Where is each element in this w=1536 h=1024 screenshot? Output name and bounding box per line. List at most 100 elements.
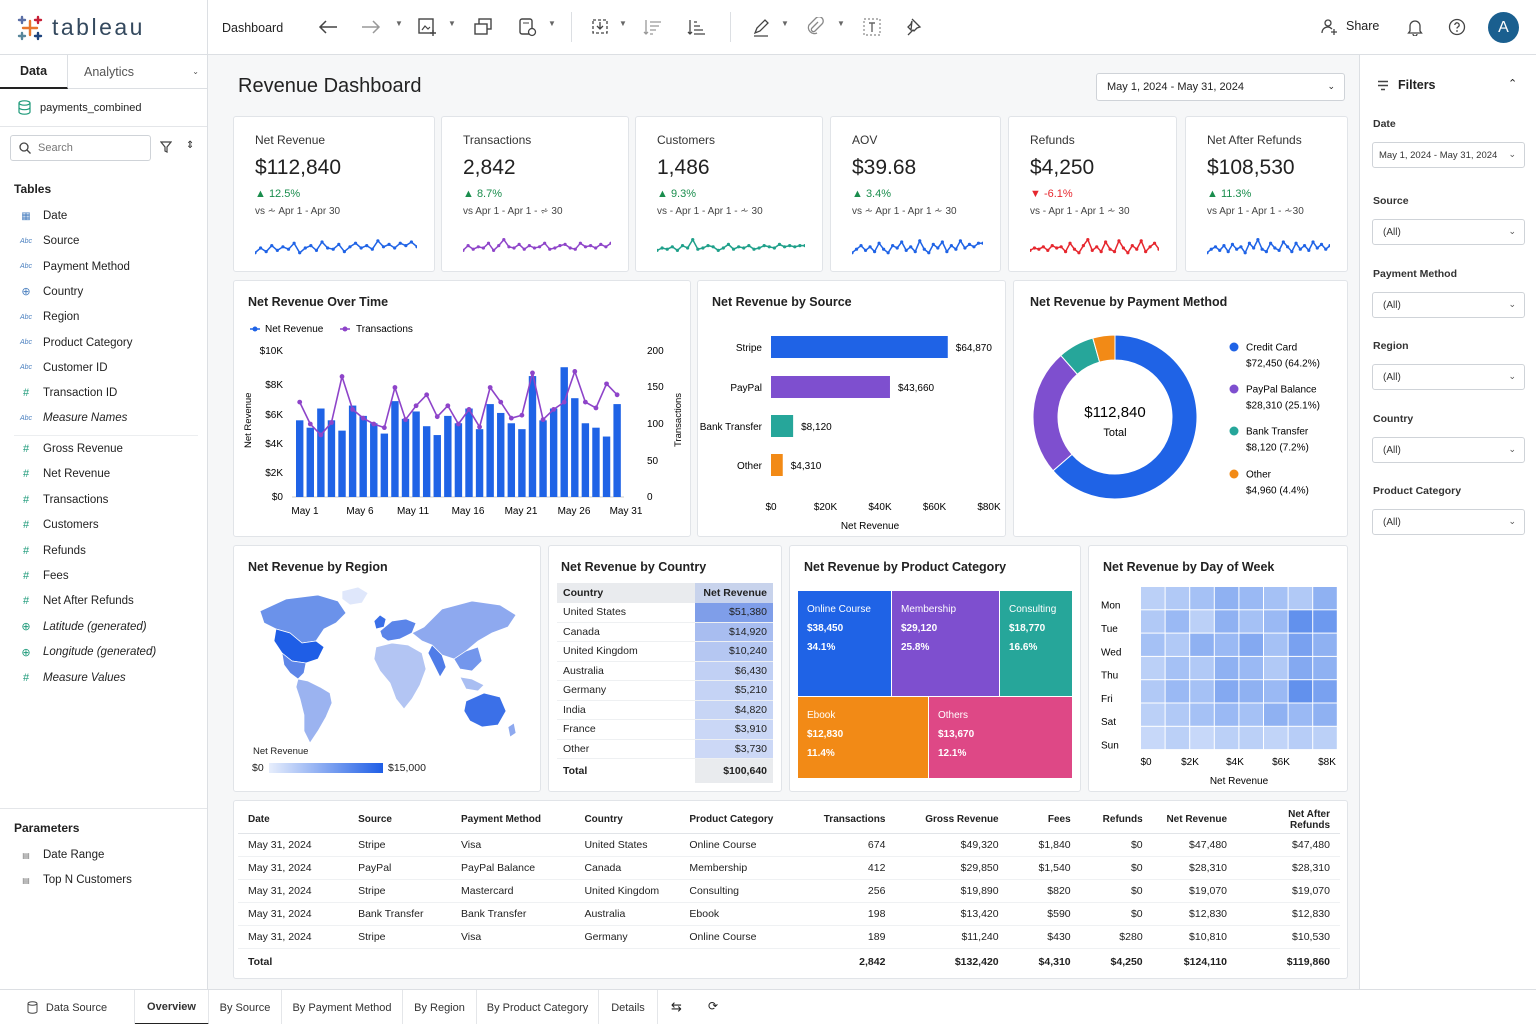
heatmap-cell[interactable] xyxy=(1313,680,1337,703)
tab-data-source[interactable]: Data Source xyxy=(0,990,135,1024)
transactions-point[interactable] xyxy=(318,432,324,438)
transactions-point[interactable] xyxy=(456,421,461,427)
heatmap-cell[interactable] xyxy=(1288,633,1313,656)
map-united-states[interactable] xyxy=(273,628,325,664)
heatmap-cell[interactable] xyxy=(1264,656,1288,680)
revenue-bar[interactable] xyxy=(359,415,367,497)
column-header[interactable]: Fees xyxy=(1008,807,1081,834)
revenue-bar[interactable] xyxy=(549,408,558,497)
map-africa[interactable] xyxy=(373,642,427,710)
heatmap-cell[interactable] xyxy=(1190,703,1214,726)
heatmap-cell[interactable] xyxy=(1288,656,1313,680)
revenue-bar[interactable] xyxy=(306,427,314,497)
heatmap-cell[interactable] xyxy=(1214,587,1239,610)
map-uk[interactable] xyxy=(373,614,387,630)
heatmap-cell[interactable] xyxy=(1313,610,1337,633)
filter-select-source[interactable]: (All) ⌄ xyxy=(1372,219,1525,245)
donut-slice[interactable] xyxy=(1052,334,1198,500)
revenue-bar[interactable] xyxy=(317,408,325,497)
map-southeast-asia[interactable] xyxy=(459,676,485,692)
revenue-bar[interactable] xyxy=(613,404,621,497)
revenue-by-payment-chart[interactable]: Credit Card $72,450 (64.2%) PayPal Balance… xyxy=(1014,281,1349,538)
heatmap-cell[interactable] xyxy=(1313,703,1337,726)
transactions-point[interactable] xyxy=(434,414,440,420)
map-australia[interactable] xyxy=(463,692,507,728)
heatmap-cell[interactable] xyxy=(1264,680,1288,703)
revenue-bar[interactable] xyxy=(581,423,590,497)
heatmap-cell[interactable] xyxy=(1264,587,1288,610)
date-range-select[interactable]: May 1, 2024 - May 31, 2024 ⌄ xyxy=(1096,73,1345,101)
dimension-2[interactable]: Abc Payment Method xyxy=(18,258,130,276)
filter-fields-button[interactable] xyxy=(159,141,173,156)
column-header[interactable]: Gross Revenue xyxy=(895,807,1009,834)
table-row[interactable]: Australia $6,430 xyxy=(557,661,773,681)
transactions-point[interactable] xyxy=(381,425,387,431)
table-row[interactable]: India $4,820 xyxy=(557,700,773,720)
transactions-point[interactable] xyxy=(307,421,313,427)
heatmap-cell[interactable] xyxy=(1264,610,1288,633)
revenue-bar[interactable] xyxy=(497,412,505,497)
revenue-bar[interactable] xyxy=(444,415,452,497)
heatmap-cell[interactable] xyxy=(1264,633,1288,656)
table-row[interactable]: Germany $5,210 xyxy=(557,680,773,700)
donut-slice[interactable] xyxy=(1032,354,1079,472)
collapse-chevron-icon[interactable]: ⌃ xyxy=(1508,78,1518,90)
sort-descending-button[interactable] xyxy=(682,12,712,42)
heatmap-cell[interactable] xyxy=(1141,633,1165,656)
filter-select-date[interactable]: May 1, 2024 - May 31, 2024 ⌄ xyxy=(1372,142,1525,168)
revenue-bar[interactable] xyxy=(539,420,547,497)
heatmap-cell[interactable] xyxy=(1214,656,1239,680)
sheet-tab-details[interactable]: Details xyxy=(599,990,658,1024)
measure-3[interactable]: # Customers xyxy=(18,516,99,534)
donut-slice[interactable] xyxy=(1092,334,1116,363)
heatmap-cell[interactable] xyxy=(1165,703,1190,726)
transactions-point[interactable] xyxy=(487,385,493,390)
datasource-dropdown-icon[interactable]: ▼ xyxy=(448,19,456,28)
filter-select-product-category[interactable]: (All) ⌄ xyxy=(1372,509,1525,535)
measure-2[interactable]: # Transactions xyxy=(18,491,108,509)
dimension-0[interactable]: ▦ Date xyxy=(18,207,67,225)
revenue-bar[interactable] xyxy=(507,423,516,497)
measure-5[interactable]: # Fees xyxy=(18,567,69,585)
heatmap-cell[interactable] xyxy=(1239,656,1263,680)
group-button[interactable] xyxy=(800,12,830,42)
heatmap-cell[interactable] xyxy=(1190,656,1214,680)
column-header[interactable]: Transactions xyxy=(792,807,896,834)
revenue-bar[interactable] xyxy=(370,423,378,497)
new-datasource-button[interactable] xyxy=(412,12,442,42)
transactions-point[interactable] xyxy=(339,374,345,379)
heatmap-cell[interactable] xyxy=(1141,703,1165,726)
sheet-tab-by-source[interactable]: By Source xyxy=(209,990,282,1024)
treemap-tile-membership[interactable]: Membership $29,120 25.8% xyxy=(892,591,999,696)
heatmap-cell[interactable] xyxy=(1239,587,1263,610)
dimension-6[interactable]: Abc Customer ID xyxy=(18,359,108,377)
heatmap-cell[interactable] xyxy=(1165,610,1190,633)
filter-select-region[interactable]: (All) ⌄ xyxy=(1372,364,1525,390)
kpi-card-transactions[interactable]: Transactions 2,842 ▲ 8.7% vs Apr 1 - Apr 1 … xyxy=(441,116,629,272)
duplicate-button[interactable] xyxy=(468,12,498,42)
transactions-point[interactable] xyxy=(561,399,567,405)
user-avatar[interactable]: A xyxy=(1488,12,1519,43)
labels-button[interactable] xyxy=(857,12,887,42)
heatmap-cell[interactable] xyxy=(1165,633,1190,656)
heatmap-cell[interactable] xyxy=(1165,656,1190,680)
kpi-card-customers[interactable]: Customers 1,486 ▲ 9.3% vs - Apr 1 - Apr 1 -… xyxy=(635,116,823,272)
map-south-america[interactable] xyxy=(295,678,333,744)
heatmap-cell[interactable] xyxy=(1239,703,1263,726)
kpi-card-refunds[interactable]: Refunds $4,250 ▼ -6.1% vs - Apr 1 - Apr 1 ⩪… xyxy=(1008,116,1177,272)
transactions-point[interactable] xyxy=(445,403,451,409)
revenue-bar[interactable] xyxy=(528,376,537,497)
transactions-point[interactable] xyxy=(350,407,356,412)
redo-dropdown-icon[interactable]: ▼ xyxy=(395,19,403,28)
column-header[interactable]: Payment Method xyxy=(450,807,575,834)
revenue-bar[interactable] xyxy=(518,429,526,497)
treemap-tile-consulting[interactable]: Consulting $18,770 16.6% xyxy=(1000,591,1072,696)
save-datasource-button[interactable] xyxy=(512,12,542,42)
heatmap-cell[interactable] xyxy=(1214,633,1239,656)
heatmap-cell[interactable] xyxy=(1264,703,1288,726)
transactions-point[interactable] xyxy=(403,417,408,423)
sheet-tab-by-region[interactable]: By Region xyxy=(403,990,477,1024)
heatmap-cell[interactable] xyxy=(1288,587,1313,610)
column-header[interactable]: Net After Refunds xyxy=(1237,807,1340,834)
highlight-dropdown-icon[interactable]: ▼ xyxy=(781,19,789,28)
